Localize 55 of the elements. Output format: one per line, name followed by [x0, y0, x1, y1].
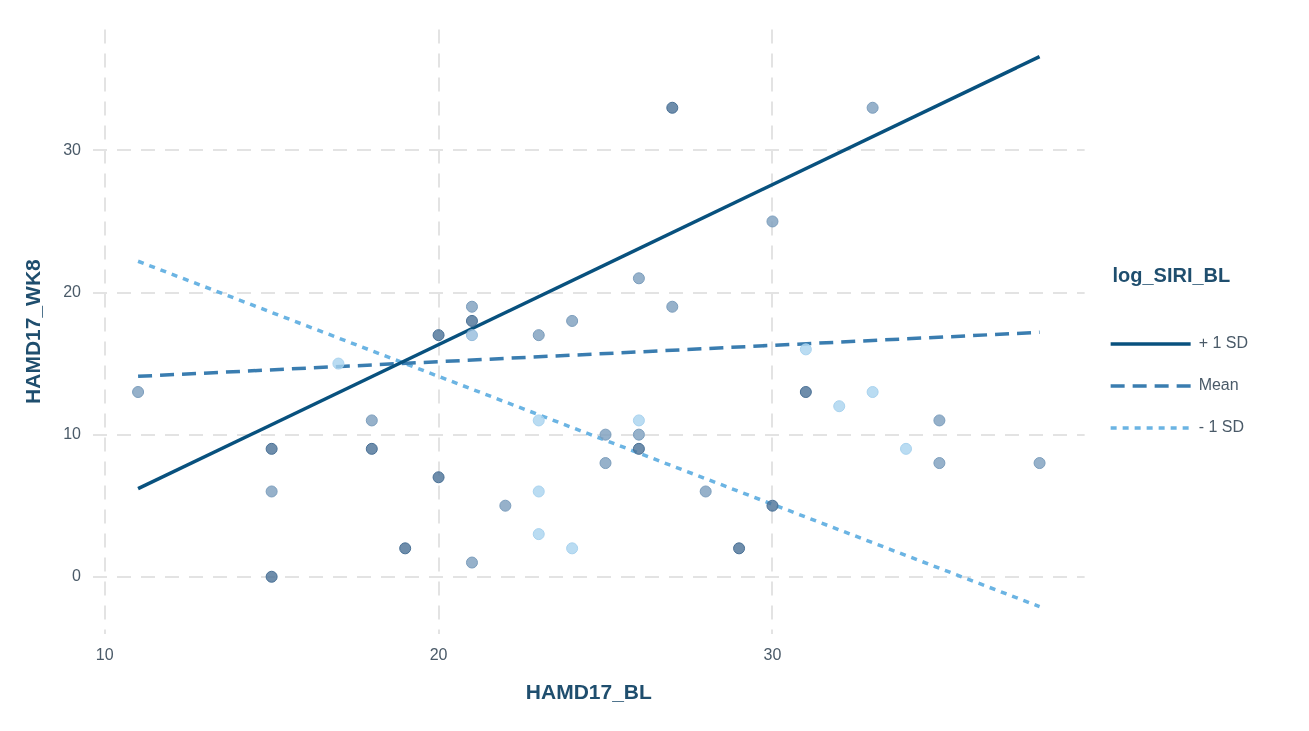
y-axis-title: HAMD17_WK8	[21, 258, 45, 404]
point	[866, 386, 879, 398]
legend-title: log_SIRI_BL	[1112, 263, 1231, 286]
point	[666, 101, 679, 114]
point	[532, 485, 545, 498]
point	[632, 428, 645, 441]
point	[733, 542, 746, 555]
point	[566, 314, 579, 327]
y-tick-label: 20	[63, 282, 82, 300]
point	[465, 314, 478, 327]
point	[532, 528, 545, 541]
y-tick-label: 30	[63, 140, 82, 158]
point	[632, 272, 645, 285]
point	[432, 329, 445, 342]
point	[465, 556, 478, 569]
point	[666, 300, 679, 313]
point	[265, 485, 278, 498]
x-tick-label: 20	[429, 645, 448, 663]
legend-label: + 1 SD	[1198, 334, 1248, 352]
point	[599, 428, 612, 441]
x-tick-label: 10	[95, 645, 114, 663]
point	[499, 499, 512, 512]
point	[532, 329, 545, 342]
point	[365, 414, 378, 427]
point	[699, 485, 712, 498]
point	[399, 542, 412, 555]
point	[866, 101, 879, 114]
point	[933, 414, 946, 427]
y-tick-label: 10	[63, 425, 82, 443]
point	[465, 300, 478, 313]
point	[432, 471, 445, 484]
point	[265, 570, 278, 583]
point	[599, 457, 612, 470]
point	[632, 414, 645, 427]
point	[632, 442, 645, 455]
point	[365, 442, 378, 455]
x-axis-title: HAMD17_BL	[525, 680, 652, 704]
point	[566, 542, 579, 555]
point	[532, 414, 545, 427]
point	[766, 499, 779, 512]
point	[766, 215, 779, 228]
point	[465, 329, 478, 342]
point	[799, 386, 812, 398]
point	[799, 343, 812, 356]
point	[933, 457, 946, 470]
point	[132, 386, 145, 398]
point	[1033, 457, 1046, 470]
point	[833, 400, 846, 413]
legend-label: Mean	[1198, 376, 1239, 394]
y-tick-label: 0	[72, 567, 82, 585]
point	[265, 442, 278, 455]
x-tick-label: 30	[763, 645, 782, 663]
point	[332, 357, 345, 370]
legend-label: - 1 SD	[1198, 418, 1244, 436]
point	[900, 442, 913, 455]
